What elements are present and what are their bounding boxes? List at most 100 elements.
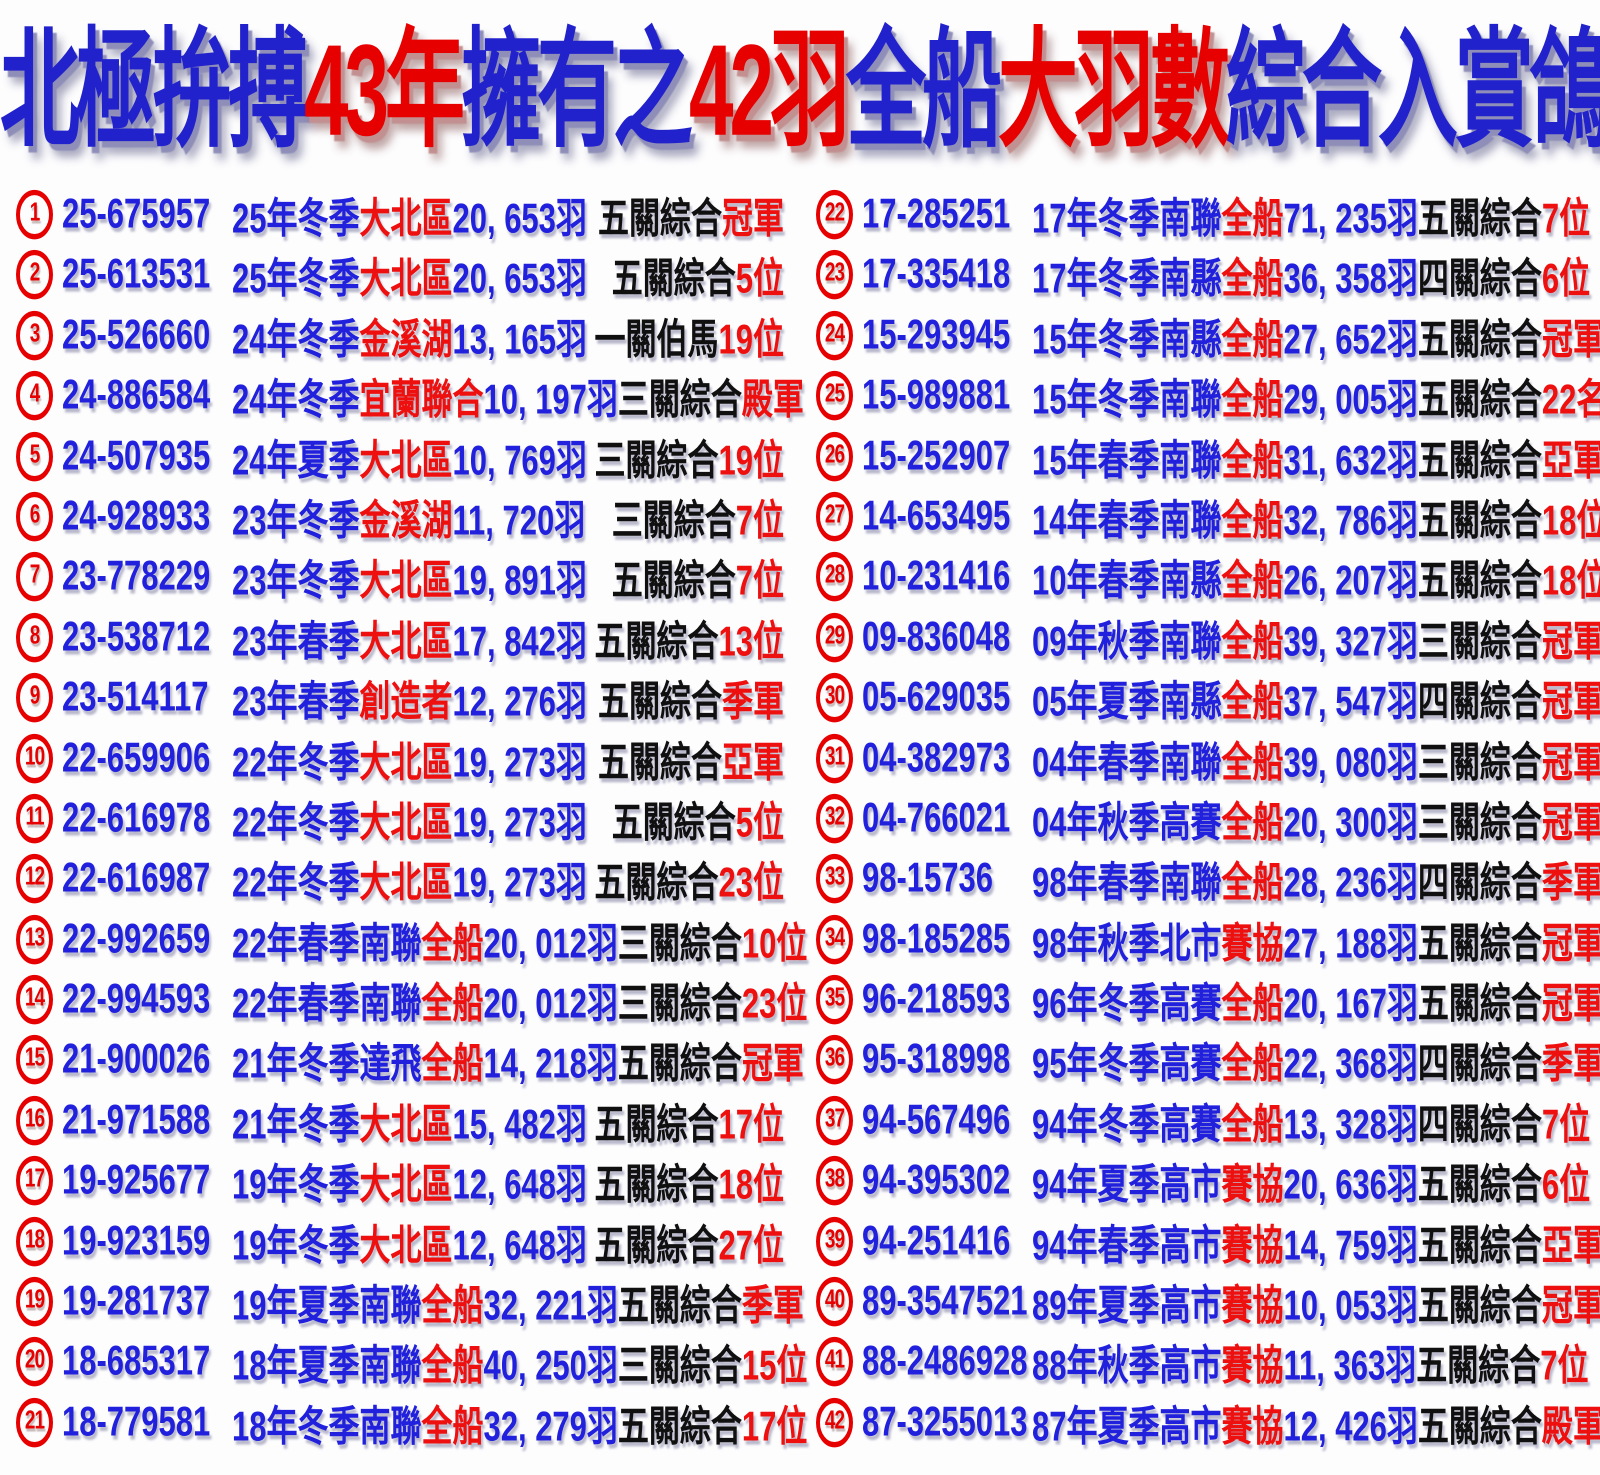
ring-number: 10-231416 bbox=[862, 552, 1011, 600]
race-description: 96年冬季高賽 全船 20, 167羽 bbox=[1032, 969, 1418, 1029]
result-text: 7位 bbox=[1541, 1100, 1591, 1148]
rank-number-badge: 35 bbox=[816, 974, 853, 1025]
pigeon-award-row: 39 94-251416 94年春季高市 賽協 14, 759羽 五關綜合 亞軍 bbox=[816, 1200, 1600, 1281]
race-result: 五關綜合 18位 bbox=[595, 1150, 784, 1210]
result-text: 27位 bbox=[718, 1221, 784, 1269]
bird-count: 32, 221羽 bbox=[483, 1281, 618, 1329]
rank-number-badge: 17 bbox=[16, 1155, 53, 1206]
club-text: 大北區 bbox=[359, 255, 453, 303]
result-text: 冠軍 bbox=[1541, 738, 1600, 786]
race-result: 三關綜合 19位 bbox=[595, 426, 784, 486]
rank-number: 30 bbox=[824, 682, 845, 711]
season-text: 15年冬季南聯 bbox=[1032, 375, 1222, 423]
race-name: 五關綜合 bbox=[1417, 1161, 1542, 1208]
race-result: 三關綜合 冠軍 bbox=[1418, 788, 1600, 848]
race-result: 五關綜合 殿軍 bbox=[1418, 1392, 1600, 1452]
pigeon-award-row: 7 23-778229 23年冬季 大北區 19, 891羽 五關綜合 7位 bbox=[16, 536, 784, 617]
pigeon-award-row: 32 04-766021 04年秋季高賽 全船 20, 300羽 三關綜合 冠軍 bbox=[816, 778, 1600, 859]
race-description: 04年春季南聯 全船 39, 080羽 bbox=[1032, 728, 1418, 788]
season-text: 22年春季南聯 bbox=[232, 919, 422, 967]
rank-number-badge: 7 bbox=[16, 551, 53, 602]
race-description: 94年夏季高市 賽協 20, 636羽 bbox=[1032, 1150, 1418, 1210]
result-text: 冠軍 bbox=[1541, 677, 1600, 725]
pigeon-award-row: 16 21-971588 21年冬季 大北區 15, 482羽 五關綜合 17位 bbox=[16, 1080, 784, 1161]
season-text: 09年秋季南聯 bbox=[1032, 617, 1222, 665]
race-name: 四關綜合 bbox=[1417, 255, 1542, 303]
result-text: 殿軍 bbox=[1541, 1402, 1600, 1450]
bird-count: 22, 368羽 bbox=[1283, 1040, 1418, 1088]
bird-count: 39, 080羽 bbox=[1283, 738, 1418, 786]
club-text: 全船 bbox=[1221, 677, 1284, 725]
result-text: 18位 bbox=[1541, 496, 1600, 544]
pigeon-award-row: 28 10-231416 10年春季南縣 全船 26, 207羽 五關綜合 18… bbox=[816, 536, 1600, 617]
club-text: 全船 bbox=[1221, 557, 1284, 604]
race-result: 五關綜合 6位 bbox=[1418, 1150, 1590, 1210]
bird-count: 10, 197羽 bbox=[483, 375, 618, 423]
bird-count: 20, 653羽 bbox=[452, 255, 587, 303]
race-name: 五關綜合 bbox=[617, 1040, 742, 1088]
season-text: 94年冬季高賽 bbox=[1032, 1100, 1222, 1148]
pigeon-award-row: 24 15-293945 15年冬季南縣 全船 27, 652羽 五關綜合 冠軍 bbox=[816, 295, 1600, 376]
club-text: 全船 bbox=[421, 1342, 484, 1390]
club-text: 全船 bbox=[1221, 979, 1284, 1027]
rank-number-badge: 23 bbox=[816, 249, 853, 300]
rank-number: 29 bbox=[824, 622, 845, 651]
race-result: 五關綜合 冠軍 bbox=[1418, 909, 1600, 969]
race-name: 五關綜合 bbox=[1417, 919, 1542, 967]
race-result: 五關綜合 亞軍 bbox=[1418, 426, 1600, 486]
rank-number: 7 bbox=[29, 561, 41, 590]
bird-count: 19, 273羽 bbox=[452, 859, 587, 906]
result-text: 23位 bbox=[718, 859, 784, 906]
pigeon-award-row: 21 18-779581 18年冬季南聯 全船 32, 279羽 五關綜合 17… bbox=[16, 1382, 807, 1463]
club-text: 全船 bbox=[1221, 375, 1284, 423]
ring-number: 21-900026 bbox=[62, 1035, 211, 1083]
rank-number: 9 bbox=[29, 682, 41, 711]
club-text: 全船 bbox=[1221, 859, 1284, 906]
ring-number: 98-185285 bbox=[862, 914, 1011, 962]
pigeon-award-row: 2 25-613531 25年冬季 大北區 20, 653羽 五關綜合 5位 bbox=[16, 234, 784, 315]
rank-number: 35 bbox=[824, 984, 845, 1013]
rank-number-badge: 18 bbox=[16, 1216, 53, 1266]
result-text: 亞軍 bbox=[1541, 436, 1600, 484]
race-description: 95年冬季高賽 全船 22, 368羽 bbox=[1032, 1030, 1418, 1090]
bird-count: 11, 720羽 bbox=[452, 496, 586, 544]
columns: 1 25-675957 25年冬季 大北區 20, 653羽 五關綜合 冠軍 2… bbox=[0, 184, 1600, 1452]
bird-count: 19, 273羽 bbox=[452, 738, 587, 786]
race-name: 四關綜合 bbox=[1417, 677, 1542, 725]
title-segment: 大羽數 bbox=[997, 18, 1230, 163]
rank-number: 13 bbox=[24, 924, 45, 953]
race-description: 98年秋季北市 賽協 27, 188羽 bbox=[1032, 909, 1418, 969]
rank-number: 40 bbox=[824, 1286, 845, 1315]
rank-number-badge: 10 bbox=[16, 732, 53, 783]
race-description: 22年春季南聯 全船 20, 012羽 bbox=[232, 969, 618, 1029]
rank-number: 8 bbox=[29, 622, 41, 651]
result-text: 冠軍 bbox=[1541, 617, 1600, 665]
race-result: 五關綜合 季軍 bbox=[618, 1271, 804, 1331]
race-name: 四關綜合 bbox=[1417, 859, 1542, 906]
race-name: 五關綜合 bbox=[598, 677, 722, 725]
race-name: 五關綜合 bbox=[611, 557, 736, 604]
title-segment: 北極拚搏 bbox=[0, 18, 308, 163]
rank-number: 3 bbox=[29, 320, 41, 349]
bird-count: 14, 218羽 bbox=[483, 1040, 618, 1088]
pigeon-award-row: 20 18-685317 18年夏季南聯 全船 40, 250羽 三關綜合 15… bbox=[16, 1321, 807, 1402]
season-text: 04年秋季高賽 bbox=[1032, 798, 1222, 846]
result-text: 10位 bbox=[741, 919, 808, 967]
season-text: 94年夏季高市 bbox=[1032, 1161, 1222, 1208]
pigeon-award-row: 3 25-526660 24年冬季 金溪湖 13, 165羽 一關伯馬 19位 bbox=[16, 295, 784, 376]
race-result: 三關綜合 冠軍 bbox=[1418, 607, 1600, 667]
rank-number-badge: 30 bbox=[816, 672, 853, 723]
race-result: 五關綜合 冠軍 bbox=[1418, 969, 1600, 1029]
rank-number-badge: 14 bbox=[16, 974, 53, 1025]
race-result: 三關綜合 7位 bbox=[612, 486, 784, 546]
club-text: 全船 bbox=[421, 919, 484, 967]
race-result: 五關綜合 22名 bbox=[1418, 365, 1600, 425]
race-name: 三關綜合 bbox=[617, 979, 742, 1027]
pigeon-award-row: 26 15-252907 15年春季南聯 全船 31, 632羽 五關綜合 亞軍 bbox=[816, 415, 1600, 496]
ring-number: 17-285251 bbox=[862, 190, 1011, 237]
ring-number: 19-923159 bbox=[62, 1216, 211, 1264]
race-result: 五關綜合 季軍 bbox=[598, 667, 784, 727]
race-description: 05年夏季南縣 全船 37, 547羽 bbox=[1032, 667, 1418, 727]
pigeon-award-row: 19 19-281737 19年夏季南聯 全船 32, 221羽 五關綜合 季軍 bbox=[16, 1261, 804, 1342]
ring-number: 15-252907 bbox=[862, 431, 1011, 479]
